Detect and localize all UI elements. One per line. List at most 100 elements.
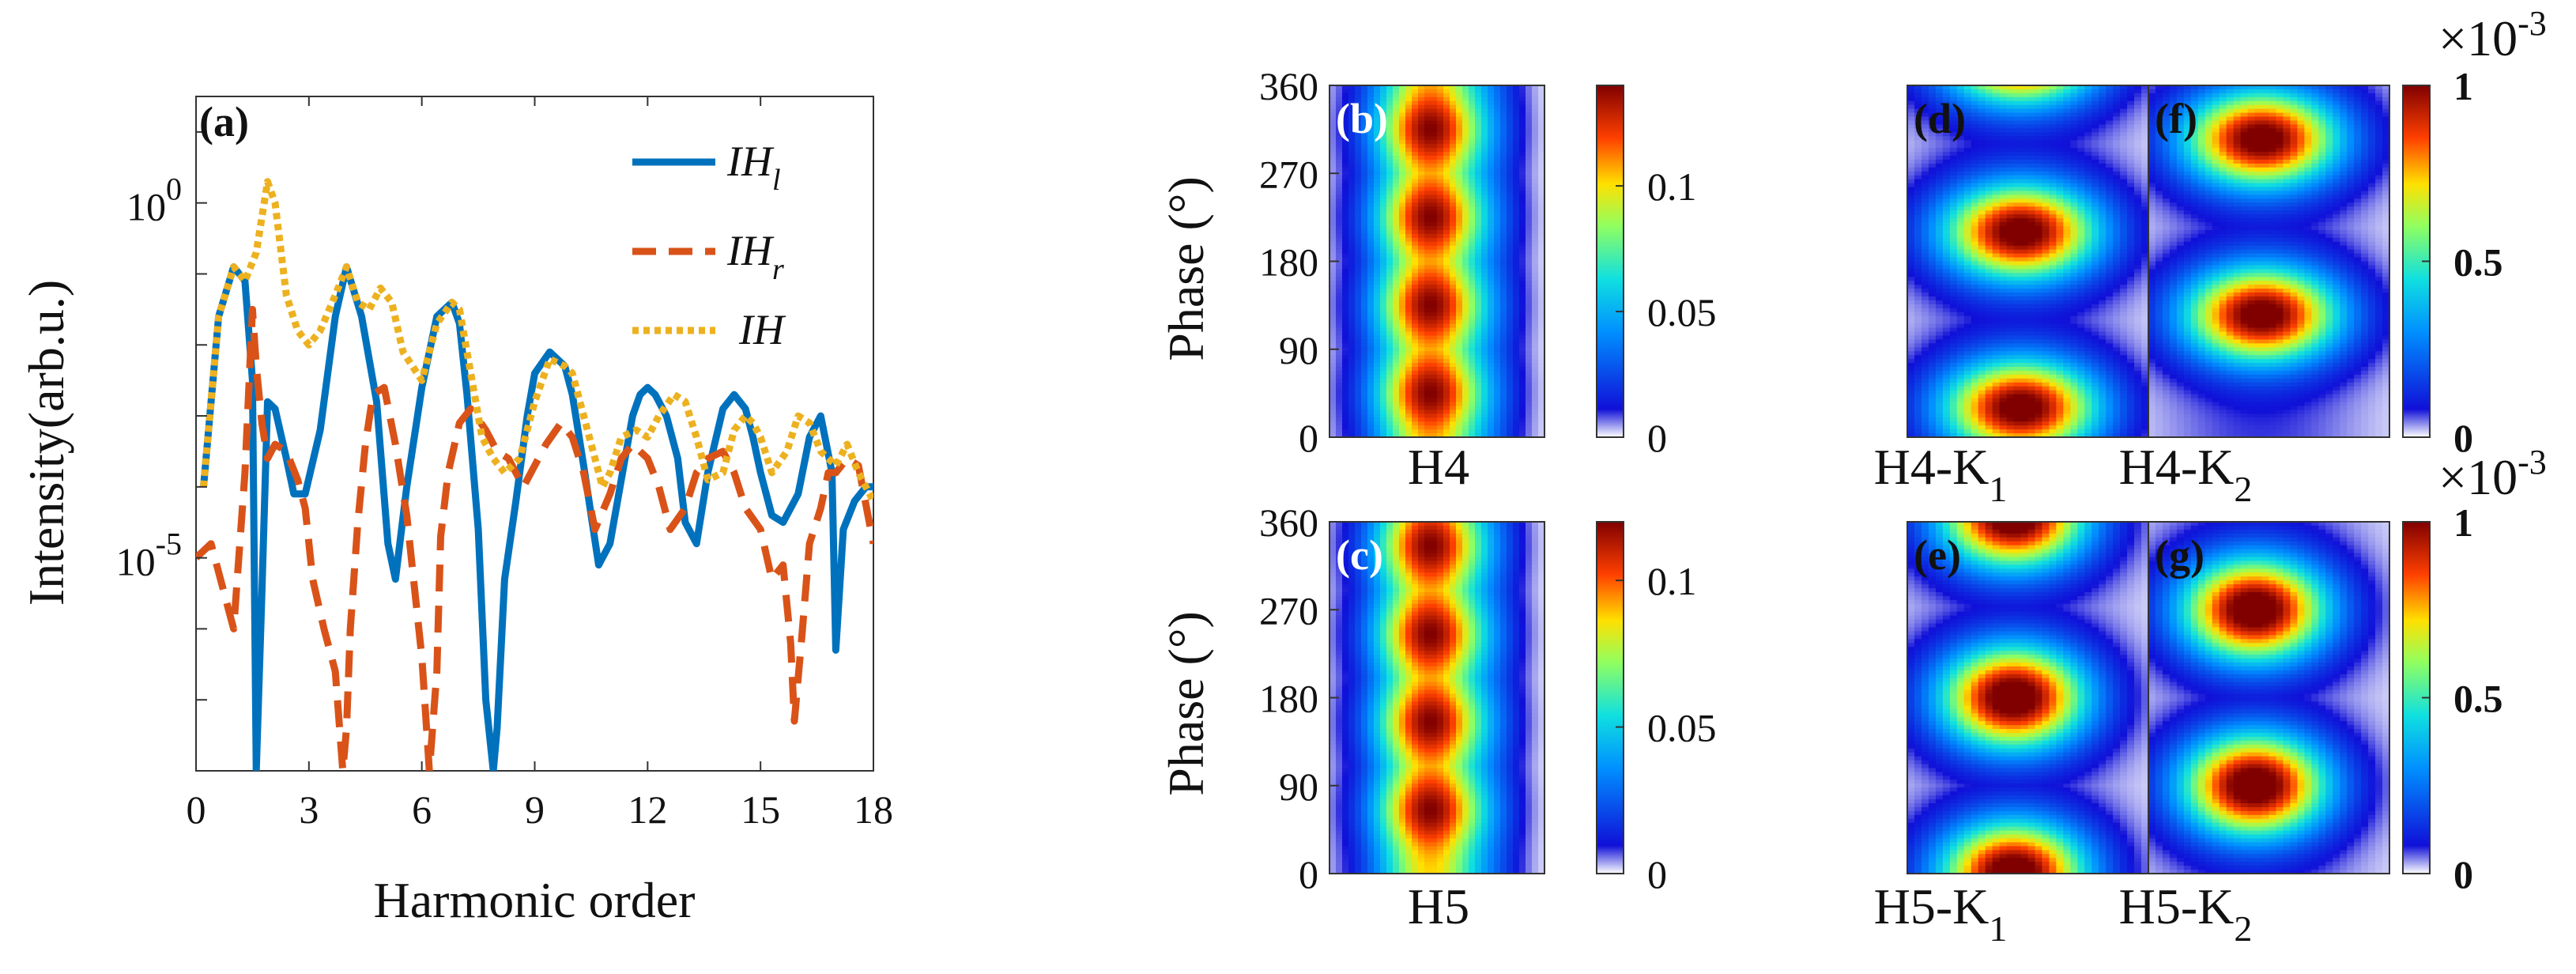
heatmap-cell	[1393, 347, 1400, 352]
heatmap-cell	[1367, 273, 1375, 277]
heatmap-cell	[1437, 163, 1444, 168]
heatmap-cell	[1437, 351, 1444, 356]
heatmap-cell	[1462, 663, 1469, 667]
heatmap-cell	[1456, 163, 1463, 168]
heatmap-cell	[1507, 315, 1514, 321]
heatmap-cell	[1469, 194, 1476, 199]
heatmap-cell	[1399, 218, 1406, 223]
heatmap-cell	[1481, 572, 1488, 577]
heatmap-cell	[1481, 308, 1488, 313]
heatmap-cell	[1329, 417, 1337, 422]
heatmap-cell	[1462, 296, 1469, 301]
heatmap-cell	[1538, 269, 1545, 274]
heatmap-cell	[1437, 315, 1444, 321]
heatmap-cell	[1488, 265, 1495, 270]
heatmap-cell	[1500, 175, 1507, 180]
heatmap-cell	[1456, 635, 1463, 640]
heatmap-cell	[1342, 378, 1349, 383]
heatmap-cell	[1507, 689, 1514, 695]
heatmap-cell	[1443, 655, 1450, 659]
heatmap-cell	[1405, 433, 1412, 438]
heatmap-cell	[1348, 659, 1356, 663]
heatmap-cell	[1519, 229, 1526, 235]
heatmap-cell	[1475, 580, 1482, 585]
heatmap-cell	[1450, 206, 1457, 211]
heatmap-cell	[1469, 705, 1476, 710]
heatmap-cell	[1329, 308, 1337, 313]
heatmap-cell	[1348, 736, 1356, 742]
heatmap-cell	[1481, 206, 1488, 211]
heatmap-cell	[1500, 285, 1507, 289]
heatmap-cell	[1507, 681, 1514, 687]
heatmap-cell	[1450, 689, 1457, 695]
heatmap-cell	[1342, 390, 1349, 395]
heatmap-cell	[1380, 701, 1387, 706]
heatmap-cell	[1450, 347, 1457, 352]
heatmap-cell	[1456, 647, 1463, 651]
heatmap-cell	[1399, 89, 1406, 94]
heatmap-cell	[1431, 568, 1438, 573]
heatmap-cell	[1462, 378, 1469, 383]
heatmap-cell	[1329, 599, 1337, 605]
heatmap-cell	[1431, 655, 1438, 659]
heatmap-cell	[1494, 553, 1501, 558]
heatmap-cell	[1348, 323, 1356, 329]
heatmap-cell	[1329, 659, 1337, 663]
heatmap-cell	[1412, 136, 1419, 141]
heatmap-cell	[1488, 693, 1495, 699]
heatmap-cell	[1462, 678, 1469, 683]
heatmap-cell	[1386, 701, 1394, 706]
heatmap-cell	[1475, 206, 1482, 211]
heatmap-cell	[1475, 561, 1482, 565]
heatmap-cell	[1348, 537, 1356, 542]
heatmap-cell	[1500, 701, 1507, 706]
heatmap-cell	[1336, 229, 1343, 235]
heatmap-cell	[1538, 293, 1545, 297]
heatmap-cell	[1488, 402, 1495, 407]
heatmap-cell	[1380, 175, 1387, 180]
heatmap-cell	[1507, 549, 1514, 554]
heatmap-cell	[1456, 152, 1463, 157]
heatmap-cell	[1367, 179, 1375, 184]
heatmap-cell	[1329, 545, 1337, 550]
heatmap-cell	[1348, 351, 1356, 356]
heatmap-cell	[1538, 666, 1545, 671]
heatmap-cell	[1361, 410, 1368, 414]
heatmap-cell	[1475, 269, 1482, 274]
heatmap-cell	[1424, 410, 1431, 414]
heatmap-cell	[1336, 595, 1343, 601]
heatmap-cell	[1374, 331, 1381, 337]
heatmap-cell	[1526, 206, 1533, 211]
heatmap-cell	[1355, 623, 1362, 629]
heatmap-cell	[1431, 132, 1438, 137]
heatmap-cell	[1507, 124, 1514, 129]
heatmap-cell	[1431, 171, 1438, 176]
heatmap-cell	[1393, 736, 1400, 742]
heatmap-cell	[1367, 588, 1375, 593]
heatmap-cell	[1462, 603, 1469, 609]
heatmap-cell	[1329, 525, 1337, 530]
heatmap-cell	[1431, 398, 1438, 403]
heatmap-cell	[1507, 335, 1514, 340]
heatmap-cell	[1380, 96, 1387, 102]
heatmap-cell	[1462, 413, 1469, 418]
heatmap-cell	[1488, 623, 1495, 629]
heatmap-cell	[1519, 421, 1526, 426]
heatmap-cell	[1386, 140, 1394, 145]
heatmap-cell	[1418, 229, 1425, 235]
heatmap-cell	[1405, 666, 1412, 671]
heatmap-cell	[1348, 367, 1356, 372]
heatmap-cell	[1336, 92, 1343, 98]
heatmap-cell	[1538, 564, 1545, 569]
heatmap-cell	[1380, 374, 1387, 379]
heatmap-cell	[1456, 277, 1463, 281]
heatmap-cell	[1431, 304, 1438, 309]
heatmap-cell	[1450, 183, 1457, 188]
heatmap-cell	[1431, 701, 1438, 706]
heatmap-cell	[1532, 584, 1539, 589]
heatmap-cell	[1374, 729, 1381, 734]
heatmap-panels: (b)(c)(d) (f)(e) (g)0901802703600901802703…	[1259, 64, 2503, 897]
heatmap-cell	[1526, 390, 1533, 395]
heatmap-cell	[1475, 241, 1482, 247]
heatmap-cell	[1380, 315, 1387, 321]
